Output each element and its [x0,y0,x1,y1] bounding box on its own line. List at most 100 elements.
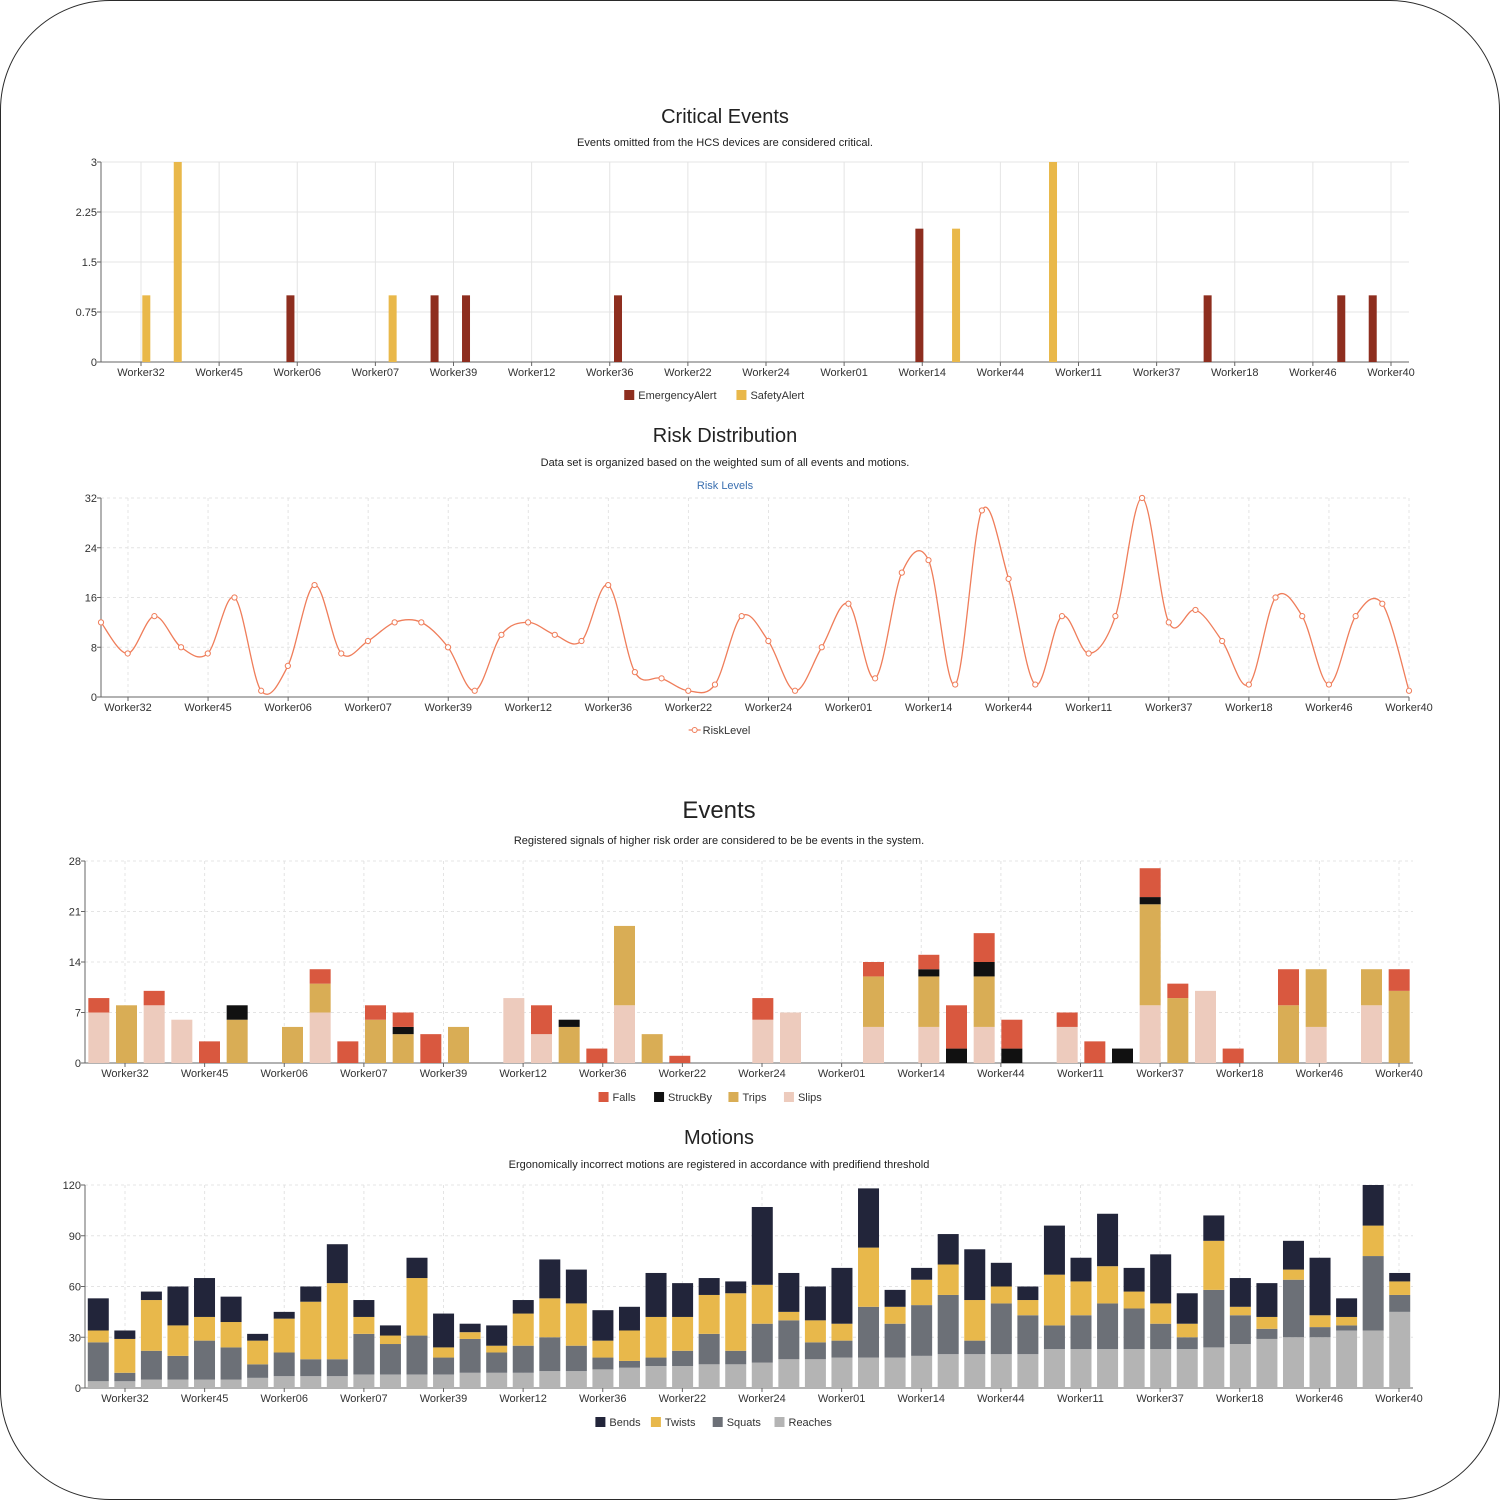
motions-bar-stack[interactable] [911,1267,933,1388]
events-bar-stack[interactable] [780,1012,801,1064]
motions-bar-stack[interactable] [804,1286,826,1389]
events-bar-stack[interactable] [420,1034,442,1063]
motions-legend-item-squats[interactable]: Squats [712,1417,762,1429]
motions-bar-stack[interactable] [379,1325,401,1388]
events-legend-item-struckby[interactable]: StruckBy [654,1092,713,1104]
risk-point[interactable] [1005,575,1012,582]
events-bar-stack[interactable] [448,1026,469,1063]
risk-point[interactable] [525,619,532,626]
events-bar-stack[interactable] [1084,1041,1106,1063]
events-bar-stack[interactable] [946,1005,967,1063]
events-legend-item-trips[interactable]: Trips [728,1092,767,1104]
events-bar-stack[interactable] [1001,1019,1023,1063]
motions-bar-stack[interactable] [1070,1257,1092,1388]
motions-bar-stack[interactable] [220,1296,242,1388]
critical-bar-emergencyalert[interactable] [1203,295,1212,362]
motions-bar-stack[interactable] [1123,1267,1145,1388]
motions-bar-stack[interactable] [672,1283,694,1388]
motions-bar-stack[interactable] [459,1323,481,1388]
events-bar-stack[interactable] [669,1055,691,1063]
risk-point[interactable] [1379,600,1386,607]
events-legend-item-falls[interactable]: Falls [598,1092,637,1104]
events-bar-stack[interactable] [641,1034,663,1063]
risk-point[interactable] [1032,681,1039,688]
events-bar-stack[interactable] [1195,990,1216,1063]
critical-bar-safetyalert[interactable] [142,295,151,362]
motions-bar-stack[interactable] [512,1300,534,1388]
events-bar-stack[interactable] [614,925,635,1063]
motions-bar-stack[interactable] [1229,1278,1251,1388]
risk-point[interactable] [1272,594,1279,601]
motions-bar-stack[interactable] [884,1289,906,1388]
risk-point[interactable] [872,675,879,682]
risk-point[interactable] [471,687,478,694]
motions-bar-stack[interactable] [194,1278,216,1388]
risk-point[interactable] [925,557,932,564]
critical-legend-item-emergencyalert[interactable]: EmergencyAlert [624,390,717,402]
events-bar-stack[interactable] [1167,983,1189,1063]
risk-point[interactable] [631,669,638,676]
risk-levels-link[interactable]: Risk Levels [697,480,754,492]
risk-point[interactable] [685,687,692,694]
critical-bar-emergencyalert[interactable] [614,295,623,362]
events-bar-stack[interactable] [1278,969,1299,1063]
motions-bar-stack[interactable] [433,1313,455,1388]
risk-point[interactable] [578,637,585,645]
motions-bar-stack[interactable] [247,1333,269,1388]
motions-bar-stack[interactable] [1097,1213,1119,1388]
risk-point[interactable] [1405,687,1413,694]
risk-point[interactable] [738,613,745,620]
motions-bar-stack[interactable] [326,1244,348,1388]
motions-bar-stack[interactable] [87,1298,109,1388]
motions-bar-stack[interactable] [1256,1283,1278,1388]
events-bar-stack[interactable] [1388,969,1410,1063]
events-bar-stack[interactable] [1305,969,1327,1063]
motions-bar-stack[interactable] [618,1306,640,1388]
risk-point[interactable] [1085,650,1092,657]
risk-point[interactable] [444,644,452,651]
motions-bar-stack[interactable] [751,1206,773,1388]
risk-point[interactable] [845,600,852,607]
critical-bar-safetyalert[interactable] [1049,162,1058,362]
motions-bar-stack[interactable] [725,1281,747,1388]
motions-bar-stack[interactable] [1336,1298,1358,1388]
events-bar-stack[interactable] [752,998,774,1063]
risk-point[interactable] [765,637,772,645]
risk-point[interactable] [338,650,345,657]
events-legend-item-slips[interactable]: Slips [783,1092,822,1104]
risk-point[interactable] [258,687,265,694]
risk-point[interactable] [97,619,105,626]
critical-bar-emergencyalert[interactable] [1337,295,1346,362]
motions-bar-stack[interactable] [1362,1185,1384,1388]
motions-bar-stack[interactable] [140,1291,162,1388]
risk-point[interactable] [124,650,131,657]
events-bar-stack[interactable] [1112,1048,1133,1063]
events-bar-stack[interactable] [1222,1048,1244,1063]
risk-point[interactable] [151,613,158,620]
motions-legend-item-reaches[interactable]: Reaches [774,1417,833,1429]
risk-point[interactable] [1165,619,1172,626]
motions-bar-stack[interactable] [858,1188,880,1388]
events-bar-stack[interactable] [918,954,940,1063]
critical-bar-safetyalert[interactable] [173,162,182,362]
critical-bar-emergencyalert[interactable] [286,295,295,362]
events-bar-stack[interactable] [1139,868,1161,1063]
risk-point[interactable] [818,644,825,651]
risk-point[interactable] [551,631,558,638]
motions-bar-stack[interactable] [1043,1225,1065,1388]
motions-bar-stack[interactable] [937,1234,959,1388]
events-bar-stack[interactable] [365,1005,386,1063]
motions-bar-stack[interactable] [300,1286,322,1389]
motions-bar-stack[interactable] [1203,1215,1225,1388]
risk-legend-item-risklevel[interactable]: RiskLevel [688,725,751,737]
events-bar-stack[interactable] [226,1005,248,1063]
risk-point[interactable] [391,619,398,626]
risk-point[interactable] [605,581,612,589]
events-bar-stack[interactable] [392,1012,414,1064]
risk-point[interactable] [1192,606,1199,614]
events-bar-stack[interactable] [1056,1012,1078,1064]
events-bar-stack[interactable] [503,998,525,1063]
risk-point[interactable] [1245,681,1252,688]
motions-bar-stack[interactable] [273,1311,295,1388]
events-bar-stack[interactable] [116,1005,137,1063]
